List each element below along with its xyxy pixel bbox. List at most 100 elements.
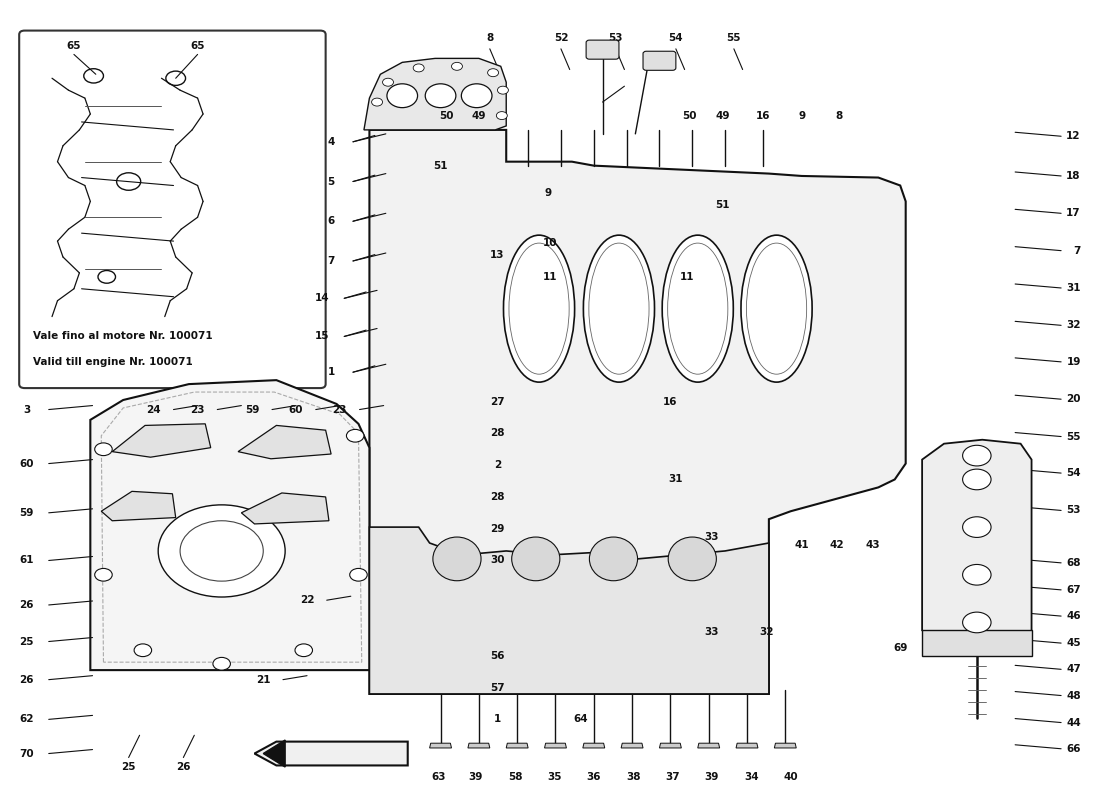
Text: 34: 34 bbox=[744, 772, 759, 782]
Text: 62: 62 bbox=[20, 714, 34, 724]
Ellipse shape bbox=[590, 537, 638, 581]
Text: 49: 49 bbox=[716, 110, 730, 121]
Polygon shape bbox=[254, 742, 408, 766]
Text: 15: 15 bbox=[315, 331, 330, 342]
Text: 6: 6 bbox=[328, 216, 334, 226]
Text: 37: 37 bbox=[666, 772, 680, 782]
Text: 7: 7 bbox=[328, 256, 334, 266]
Text: 60: 60 bbox=[289, 405, 304, 414]
Text: 4: 4 bbox=[328, 137, 334, 147]
Text: 26: 26 bbox=[20, 600, 34, 610]
Text: 28: 28 bbox=[491, 492, 505, 502]
Circle shape bbox=[95, 569, 112, 581]
Polygon shape bbox=[468, 743, 490, 748]
Text: 50: 50 bbox=[439, 110, 453, 121]
Ellipse shape bbox=[426, 84, 455, 108]
Text: 65: 65 bbox=[67, 42, 81, 51]
Text: passioné: passioné bbox=[549, 454, 770, 505]
Text: 32: 32 bbox=[759, 627, 774, 637]
Text: 2: 2 bbox=[494, 460, 502, 470]
Text: 51: 51 bbox=[716, 200, 730, 210]
Text: 59: 59 bbox=[245, 405, 260, 414]
Text: 67: 67 bbox=[1066, 585, 1081, 595]
FancyBboxPatch shape bbox=[644, 51, 675, 70]
Text: 46: 46 bbox=[1066, 611, 1081, 621]
Ellipse shape bbox=[662, 235, 734, 382]
Text: 70: 70 bbox=[20, 749, 34, 758]
Text: 40: 40 bbox=[783, 772, 799, 782]
Text: 28: 28 bbox=[491, 428, 505, 438]
Text: 31: 31 bbox=[669, 474, 683, 485]
Text: 22: 22 bbox=[300, 595, 315, 605]
Text: 54: 54 bbox=[669, 33, 683, 42]
Text: 13: 13 bbox=[491, 250, 505, 261]
Text: 45: 45 bbox=[1066, 638, 1081, 648]
Polygon shape bbox=[430, 743, 451, 748]
Polygon shape bbox=[736, 743, 758, 748]
Polygon shape bbox=[238, 426, 331, 458]
Polygon shape bbox=[101, 491, 176, 521]
Ellipse shape bbox=[461, 84, 492, 108]
Text: 25: 25 bbox=[20, 637, 34, 646]
Circle shape bbox=[496, 112, 507, 119]
Polygon shape bbox=[241, 493, 329, 524]
Ellipse shape bbox=[504, 235, 574, 382]
Circle shape bbox=[414, 64, 425, 72]
Circle shape bbox=[213, 658, 230, 670]
Text: 35: 35 bbox=[547, 772, 562, 782]
Text: 30: 30 bbox=[491, 555, 505, 566]
Circle shape bbox=[487, 69, 498, 77]
Text: 14: 14 bbox=[315, 294, 330, 303]
Circle shape bbox=[295, 644, 312, 657]
Circle shape bbox=[962, 446, 991, 466]
Polygon shape bbox=[112, 424, 211, 457]
Text: 42: 42 bbox=[829, 539, 844, 550]
Polygon shape bbox=[506, 743, 528, 748]
Circle shape bbox=[451, 62, 462, 70]
Polygon shape bbox=[583, 743, 605, 748]
Polygon shape bbox=[364, 58, 506, 130]
Text: 57: 57 bbox=[491, 682, 505, 693]
Text: 21: 21 bbox=[256, 674, 271, 685]
Ellipse shape bbox=[668, 537, 716, 581]
Text: 25: 25 bbox=[121, 762, 136, 772]
Text: 39: 39 bbox=[469, 772, 483, 782]
Text: 10: 10 bbox=[542, 238, 558, 248]
Text: 24: 24 bbox=[146, 405, 161, 414]
Text: 19: 19 bbox=[1066, 357, 1081, 367]
FancyBboxPatch shape bbox=[586, 40, 619, 59]
Text: 64: 64 bbox=[573, 714, 588, 724]
Text: Valid till engine Nr. 100071: Valid till engine Nr. 100071 bbox=[33, 357, 194, 367]
Text: 69: 69 bbox=[893, 643, 907, 653]
Text: 52: 52 bbox=[553, 33, 569, 42]
Text: 59: 59 bbox=[20, 508, 34, 518]
Polygon shape bbox=[621, 743, 643, 748]
Text: 32: 32 bbox=[1066, 320, 1081, 330]
Text: 1: 1 bbox=[328, 367, 334, 377]
Text: 58: 58 bbox=[508, 772, 522, 782]
Ellipse shape bbox=[741, 235, 812, 382]
Text: 41: 41 bbox=[794, 539, 808, 550]
Circle shape bbox=[134, 644, 152, 657]
Polygon shape bbox=[922, 440, 1032, 642]
FancyBboxPatch shape bbox=[19, 30, 326, 388]
Text: 3: 3 bbox=[23, 405, 31, 414]
Text: 47: 47 bbox=[1066, 664, 1081, 674]
Text: 17: 17 bbox=[1066, 208, 1081, 218]
Circle shape bbox=[962, 517, 991, 538]
Circle shape bbox=[962, 565, 991, 585]
Polygon shape bbox=[90, 380, 370, 670]
Text: 29: 29 bbox=[491, 524, 505, 534]
Text: 33: 33 bbox=[705, 532, 719, 542]
Polygon shape bbox=[922, 630, 1032, 656]
Text: 38: 38 bbox=[626, 772, 640, 782]
Text: 54: 54 bbox=[1066, 468, 1081, 478]
Circle shape bbox=[497, 86, 508, 94]
Text: 26: 26 bbox=[176, 762, 190, 772]
Circle shape bbox=[346, 430, 364, 442]
Text: 20: 20 bbox=[1066, 394, 1081, 404]
Text: 55: 55 bbox=[1066, 431, 1081, 442]
Text: 12: 12 bbox=[1066, 131, 1081, 142]
Text: 49: 49 bbox=[472, 110, 486, 121]
Circle shape bbox=[372, 98, 383, 106]
